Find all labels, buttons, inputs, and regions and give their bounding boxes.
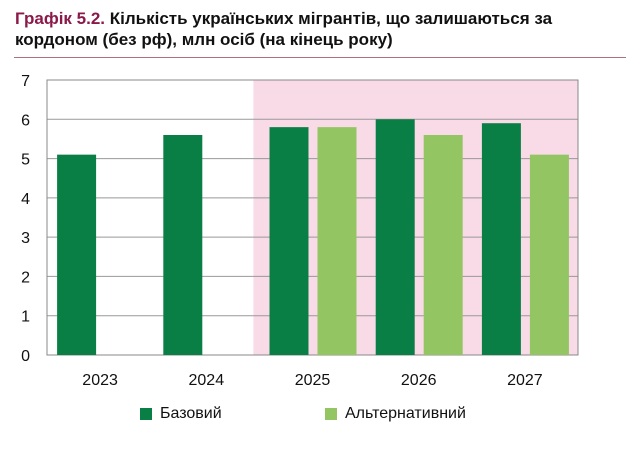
x-tick-label: 2026 (401, 372, 437, 389)
bar-2025-base (269, 127, 309, 356)
legend-label-base: Базовий (160, 405, 222, 422)
bar-2026-alt (423, 135, 463, 355)
title-divider (14, 57, 626, 58)
legend-label-alt: Альтернативний (345, 405, 466, 422)
y-tick-label: 3 (21, 230, 30, 247)
y-tick-label: 1 (21, 309, 30, 326)
bar-2023-base (57, 154, 97, 355)
y-tick-label: 5 (21, 152, 30, 169)
y-tick-label: 2 (21, 269, 30, 286)
bar-chart: 0 1 2 3 4 5 6 7 2023 2024 2025 2026 2027 (21, 73, 579, 389)
x-tick-label: 2025 (295, 372, 331, 389)
bar-2025-alt (317, 127, 357, 356)
bar-2024-base (163, 135, 203, 355)
chart-number: Графік 5.2. (15, 9, 106, 28)
legend-swatch-base (140, 408, 152, 420)
y-tick-label: 7 (21, 73, 30, 90)
plot-frame (46, 79, 579, 356)
legend-swatch-alt (325, 408, 337, 420)
x-tick-label: 2024 (189, 372, 225, 389)
y-tick-label: 6 (21, 112, 30, 129)
chart-title-text: Кількість українських мігрантів, що зали… (15, 9, 553, 49)
chart-title: Графік 5.2. Кількість українських мігран… (15, 8, 630, 50)
bar-2027-base (481, 123, 521, 355)
x-tick-label: 2023 (82, 372, 118, 389)
bar-2026-base (375, 119, 415, 356)
x-tick-label: 2027 (507, 372, 543, 389)
bar-2027-alt (529, 154, 569, 355)
y-tick-label: 4 (21, 191, 30, 208)
legend-item-alt: Альтернативний (325, 405, 466, 423)
y-tick-label: 0 (21, 348, 30, 365)
legend-item-base: Базовий (140, 405, 222, 423)
